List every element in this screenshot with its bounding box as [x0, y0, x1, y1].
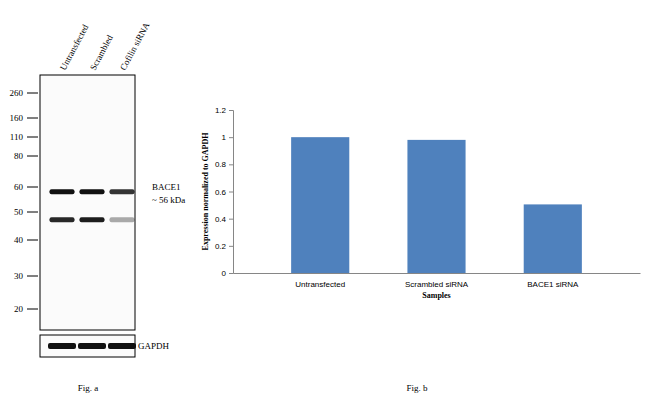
- marker-label: 30: [14, 271, 24, 281]
- x-axis-title: Samples: [422, 291, 450, 300]
- y-tick-label: 0.4: [215, 215, 227, 224]
- y-tick-label: 0.6: [215, 188, 227, 197]
- band: [80, 189, 105, 194]
- marker-tick: [27, 156, 38, 157]
- band: [110, 217, 135, 222]
- marker-tick: [27, 187, 38, 188]
- y-tick: 0.8: [215, 160, 233, 169]
- bars: [291, 137, 582, 273]
- x-tick-label: Untransfected: [295, 280, 345, 289]
- x-axis-line: [234, 273, 641, 274]
- band: [50, 217, 75, 222]
- lane-label: Scrambled: [88, 33, 115, 72]
- x-tick-label: Scrambled siRNA: [405, 280, 469, 289]
- lane-label: Cofilin siRNA: [118, 20, 152, 72]
- bar: [407, 140, 465, 273]
- loading-band: [108, 343, 136, 349]
- y-tick: 1.2: [215, 106, 233, 115]
- bar: [524, 204, 582, 273]
- y-tick-mark: [229, 192, 233, 193]
- band: [110, 189, 135, 194]
- y-axis-title: Expression normalized to GAPDH: [201, 132, 210, 251]
- marker-label: 160: [10, 113, 24, 123]
- band: [50, 189, 75, 194]
- y-tick: 0.6: [215, 188, 233, 197]
- bar-chart: 0 0.2 0.4 0.6 0.8 1 1.2 Untransfected Scrambled …: [201, 106, 641, 393]
- y-tick: 0.2: [215, 242, 233, 251]
- marker-tick: [27, 276, 38, 277]
- marker-label: 40: [14, 235, 24, 245]
- loading-band: [48, 343, 76, 349]
- marker-tick: [27, 93, 38, 94]
- x-tick-label: BACE1 siRNA: [527, 280, 579, 289]
- lane-label: Untransfected: [58, 22, 91, 72]
- y-tick-mark: [229, 219, 233, 220]
- marker-label: 20: [14, 304, 24, 314]
- x-axis: Untransfected Scrambled siRNA BACE1 siRNA: [234, 273, 641, 289]
- loading-control-frame: [40, 335, 135, 357]
- gel-frame: [40, 75, 135, 330]
- marker-tick: [27, 137, 38, 138]
- y-tick-label: 1: [222, 133, 227, 142]
- loading-control-label: GAPDH: [138, 341, 170, 351]
- marker-tick: [27, 309, 38, 310]
- marker-tick: [27, 212, 38, 213]
- x-tick: Scrambled siRNA: [405, 273, 469, 289]
- y-tick-mark: [229, 273, 233, 274]
- y-tick-mark: [229, 246, 233, 247]
- y-tick-mark: [229, 164, 233, 165]
- marker-label: 110: [10, 132, 24, 142]
- y-tick: 1: [222, 133, 233, 142]
- y-tick-mark: [229, 137, 233, 138]
- x-tick: BACE1 siRNA: [527, 273, 579, 289]
- y-axis-line: [229, 111, 234, 274]
- marker-label: 50: [14, 207, 24, 217]
- y-tick: 0.4: [215, 215, 233, 224]
- y-tick-label: 0.2: [215, 242, 227, 251]
- y-tick-mark: [229, 110, 233, 111]
- band-size-label: ~ 56 kDa: [152, 195, 185, 205]
- loading-band: [78, 343, 106, 349]
- y-tick: 0: [222, 269, 233, 278]
- blot-panel: UntransfectedScrambledCofilin siRNA 260 16…: [10, 20, 186, 393]
- y-tick-label: 0: [222, 269, 227, 278]
- caption: Fig. a: [78, 383, 99, 393]
- caption: Fig. b: [406, 383, 428, 393]
- marker-tick: [27, 240, 38, 241]
- y-tick-label: 0.8: [215, 160, 227, 169]
- marker-tick: [27, 118, 38, 119]
- x-tick: Untransfected: [295, 273, 345, 289]
- y-axis: 0 0.2 0.4 0.6 0.8 1 1.2: [215, 106, 234, 278]
- band-label: BACE1: [152, 182, 181, 192]
- y-tick-label: 1.2: [215, 106, 227, 115]
- band: [80, 217, 105, 222]
- marker-label: 260: [10, 88, 24, 98]
- bar: [291, 137, 349, 273]
- marker-label: 80: [14, 151, 24, 161]
- marker-label: 60: [14, 182, 24, 192]
